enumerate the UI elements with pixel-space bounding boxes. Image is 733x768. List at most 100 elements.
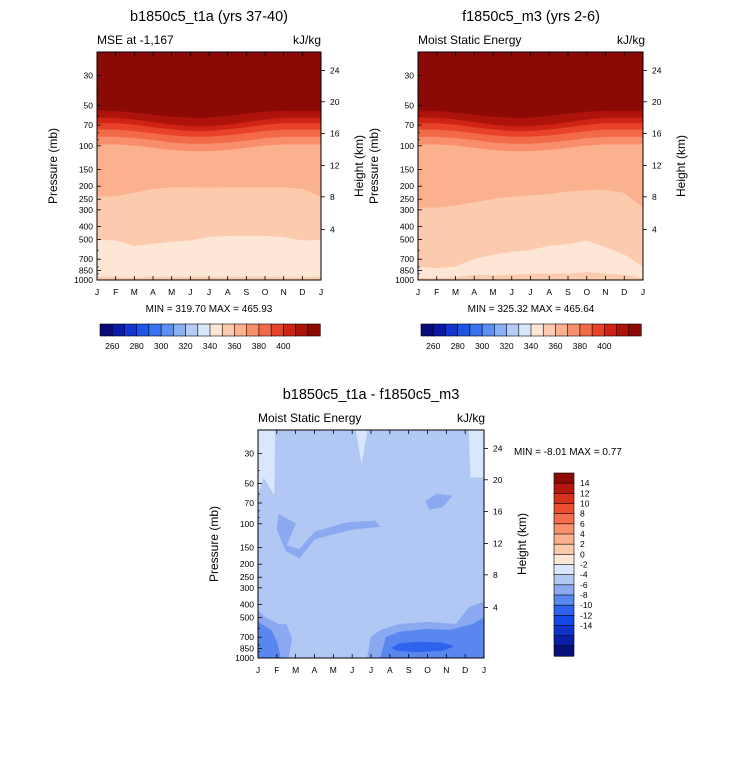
colorbar-box [616,323,630,337]
y-tick-label: 500 [79,235,93,245]
height-tick-label: 24 [330,66,340,76]
y-tick-label: 300 [240,583,254,593]
x-tick-label: F [274,665,279,675]
colorbar-box [518,323,532,337]
x-tick-label: D [621,287,627,297]
colorbar-box [553,584,575,596]
x-tick-label: A [471,287,477,297]
colorbar-label: 4 [580,529,585,539]
panel-subtitle-left: Moist Static Energy [258,411,361,425]
colorbar-box [555,323,569,337]
x-tick-label: J [207,287,211,297]
y-tick-label: 150 [400,164,414,174]
colorbar-box [553,554,575,566]
height-tick-label: 20 [652,97,662,107]
height-tick-label: 24 [493,444,503,454]
height-tick-label: 8 [330,192,335,202]
panel-title: b1850c5_t1a - f1850c5_m3 [283,387,460,403]
colorbar-box [209,323,223,337]
y-tick-label: 100 [79,141,93,151]
y-tick-label: 70 [245,498,255,508]
panel-b1850c5-t1a: b1850c5_t1a (yrs 37-40) MSE at -1,167 kJ… [46,9,366,351]
colorbar: 260 280 300 320 340 360 380 400 [420,323,642,351]
x-tick-label: O [424,665,431,675]
x-tick-label: A [387,665,393,675]
colorbar-box [553,645,575,657]
y-axis-label-right: Height (km) [352,135,366,197]
y-tick-label: 700 [240,632,254,642]
x-tick-label: O [262,287,269,297]
x-tick-label: D [299,287,305,297]
x-tick-label: A [225,287,231,297]
y-tick-label: 500 [400,235,414,245]
colorbar-box [628,323,642,337]
panel-title: f1850c5_m3 (yrs 2-6) [462,9,600,25]
colorbar-box [432,323,447,337]
x-tick-label: J [369,665,373,675]
contour-patch [355,430,368,463]
x-tick-label: J [528,287,532,297]
y-axis-label-right: Height (km) [674,135,688,197]
y-tick-label: 50 [84,100,94,110]
colorbar-label: 340 [524,341,538,351]
colorbar-box [553,564,575,576]
x-tick-label: J [510,287,514,297]
colorbar-label: 280 [451,341,465,351]
colorbar-label: -6 [580,580,588,590]
colorbar-box [553,625,575,637]
colorbar-label: 14 [580,478,590,488]
colorbar-box [295,323,309,337]
colorbar-label: 340 [203,341,217,351]
y-axis-label-right: Height (km) [515,513,529,575]
panel-units: kJ/kg [457,411,485,425]
min-max-stats: MIN = -8.01 MAX = 0.77 [514,447,622,458]
colorbar-box [553,513,575,525]
x-tick-label: O [583,287,590,297]
colorbar-box [553,615,575,627]
colorbar-box [579,323,593,337]
y-tick-label: 200 [400,181,414,191]
height-tick-label: 8 [493,570,498,580]
height-tick-label: 12 [493,538,503,548]
colorbar-box [420,323,434,337]
colorbar-label: -4 [580,570,588,580]
x-tick-label: F [113,287,118,297]
y-tick-label: 100 [240,519,254,529]
y-tick-label: 500 [240,613,254,623]
colorbar-box [553,533,575,545]
colorbar-box [185,323,199,337]
y-tick-label: 50 [245,478,255,488]
contour-fills [97,52,321,280]
colorbar-box [160,323,174,337]
colorbar-box [258,323,272,337]
height-tick-label: 8 [652,192,657,202]
y-axis-label: Pressure (mb) [367,128,381,204]
x-tick-label: M [292,665,299,675]
contour-fills [418,52,643,280]
colorbar-box [553,472,575,484]
x-tick-label: N [443,665,449,675]
colorbar-box [197,323,211,337]
colorbar-label: 280 [130,341,144,351]
colorbar-box [246,323,260,337]
y-tick-label: 850 [79,266,93,276]
colorbar-box [553,493,575,505]
colorbar-box [481,323,495,337]
y-tick-label: 300 [400,205,414,215]
colorbar-box [506,323,520,337]
y-tick-label: 50 [405,100,415,110]
x-tick-label: F [434,287,439,297]
colorbar-label: 380 [573,341,587,351]
y-tick-label: 1000 [74,275,93,285]
x-tick-label: M [489,287,496,297]
colorbar-label: 260 [426,341,440,351]
y-tick-label: 850 [240,644,254,654]
height-tick-label: 16 [652,129,662,139]
height-tick-label: 16 [330,129,340,139]
colorbar-label: 320 [178,341,192,351]
contour-band [418,52,643,119]
x-tick-label: M [168,287,175,297]
